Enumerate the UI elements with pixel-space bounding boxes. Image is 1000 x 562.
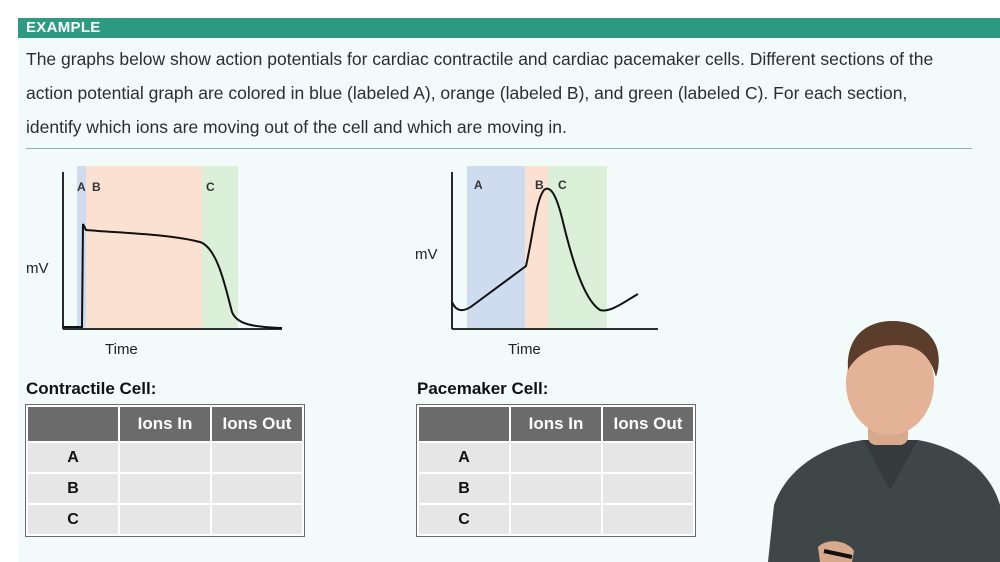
y-axis-label: mV bbox=[26, 260, 49, 277]
ions-in-cell[interactable] bbox=[118, 503, 212, 536]
ions-in-cell[interactable] bbox=[118, 441, 212, 474]
ions-out-cell[interactable] bbox=[601, 503, 695, 536]
ions-in-cell[interactable] bbox=[509, 503, 603, 536]
contractile-table-title: Contractile Cell: bbox=[26, 379, 157, 398]
ions-out-cell[interactable] bbox=[210, 472, 304, 505]
row-label: B bbox=[26, 472, 120, 505]
region-a-blue bbox=[467, 166, 525, 328]
region-b-orange bbox=[86, 166, 202, 328]
example-banner: EXAMPLE bbox=[18, 18, 1000, 38]
contractile-graph: A B C mV Time bbox=[26, 166, 283, 358]
header-blank bbox=[417, 405, 511, 443]
presenter-collar bbox=[863, 440, 918, 490]
header-blank bbox=[26, 405, 120, 443]
pacemaker-ions-table: Ions In Ions Out A B C bbox=[416, 404, 696, 537]
x-axis-label: Time bbox=[105, 341, 138, 358]
header-ions-out: Ions Out bbox=[210, 405, 304, 443]
presenter-body bbox=[768, 440, 1000, 562]
table-row: C bbox=[26, 503, 304, 536]
presenter-hair bbox=[847, 320, 939, 377]
ions-out-cell[interactable] bbox=[210, 503, 304, 536]
region-label-c: C bbox=[558, 178, 567, 192]
table-row: A bbox=[26, 441, 304, 474]
divider bbox=[26, 148, 972, 149]
row-label: C bbox=[417, 503, 511, 536]
ions-out-cell[interactable] bbox=[601, 472, 695, 505]
header-ions-out: Ions Out bbox=[601, 405, 695, 443]
pacemaker-curve bbox=[451, 187, 639, 312]
table-row: B bbox=[26, 472, 304, 505]
table-header-row: Ions In Ions Out bbox=[417, 405, 695, 443]
ions-out-cell[interactable] bbox=[601, 441, 695, 474]
x-axis-label: Time bbox=[508, 341, 541, 358]
header-ions-in: Ions In bbox=[509, 405, 603, 443]
header-ions-in: Ions In bbox=[118, 405, 212, 443]
ions-in-cell[interactable] bbox=[509, 472, 603, 505]
presenter-face bbox=[846, 331, 934, 435]
marker-pen bbox=[823, 549, 853, 559]
region-a-blue bbox=[77, 166, 86, 328]
region-label-a: A bbox=[77, 180, 86, 194]
ions-out-cell[interactable] bbox=[210, 441, 304, 474]
row-label: C bbox=[26, 503, 120, 536]
table-row: C bbox=[417, 503, 695, 536]
region-c-green bbox=[548, 166, 607, 328]
table-row: A bbox=[417, 441, 695, 474]
table-header-row: Ions In Ions Out bbox=[26, 405, 304, 443]
region-label-b: B bbox=[535, 178, 544, 192]
region-label-a: A bbox=[474, 178, 483, 192]
region-label-c: C bbox=[206, 180, 215, 194]
pacemaker-graph: A B C mV Time bbox=[415, 166, 658, 358]
banner-label: EXAMPLE bbox=[26, 19, 101, 36]
ions-in-cell[interactable] bbox=[118, 472, 212, 505]
pacemaker-table-title: Pacemaker Cell: bbox=[417, 379, 549, 398]
contractile-curve bbox=[63, 223, 283, 329]
ions-in-cell[interactable] bbox=[509, 441, 603, 474]
table-row: B bbox=[417, 472, 695, 505]
row-label: A bbox=[417, 441, 511, 474]
instructions-text: The graphs below show action potentials … bbox=[26, 49, 934, 137]
region-b-orange bbox=[525, 166, 548, 328]
row-label: A bbox=[26, 441, 120, 474]
y-axis-label: mV bbox=[415, 246, 438, 263]
contractile-ions-table: Ions In Ions Out A B C bbox=[25, 404, 305, 537]
row-label: B bbox=[417, 472, 511, 505]
presenter-video bbox=[768, 320, 1000, 562]
region-label-b: B bbox=[92, 180, 101, 194]
